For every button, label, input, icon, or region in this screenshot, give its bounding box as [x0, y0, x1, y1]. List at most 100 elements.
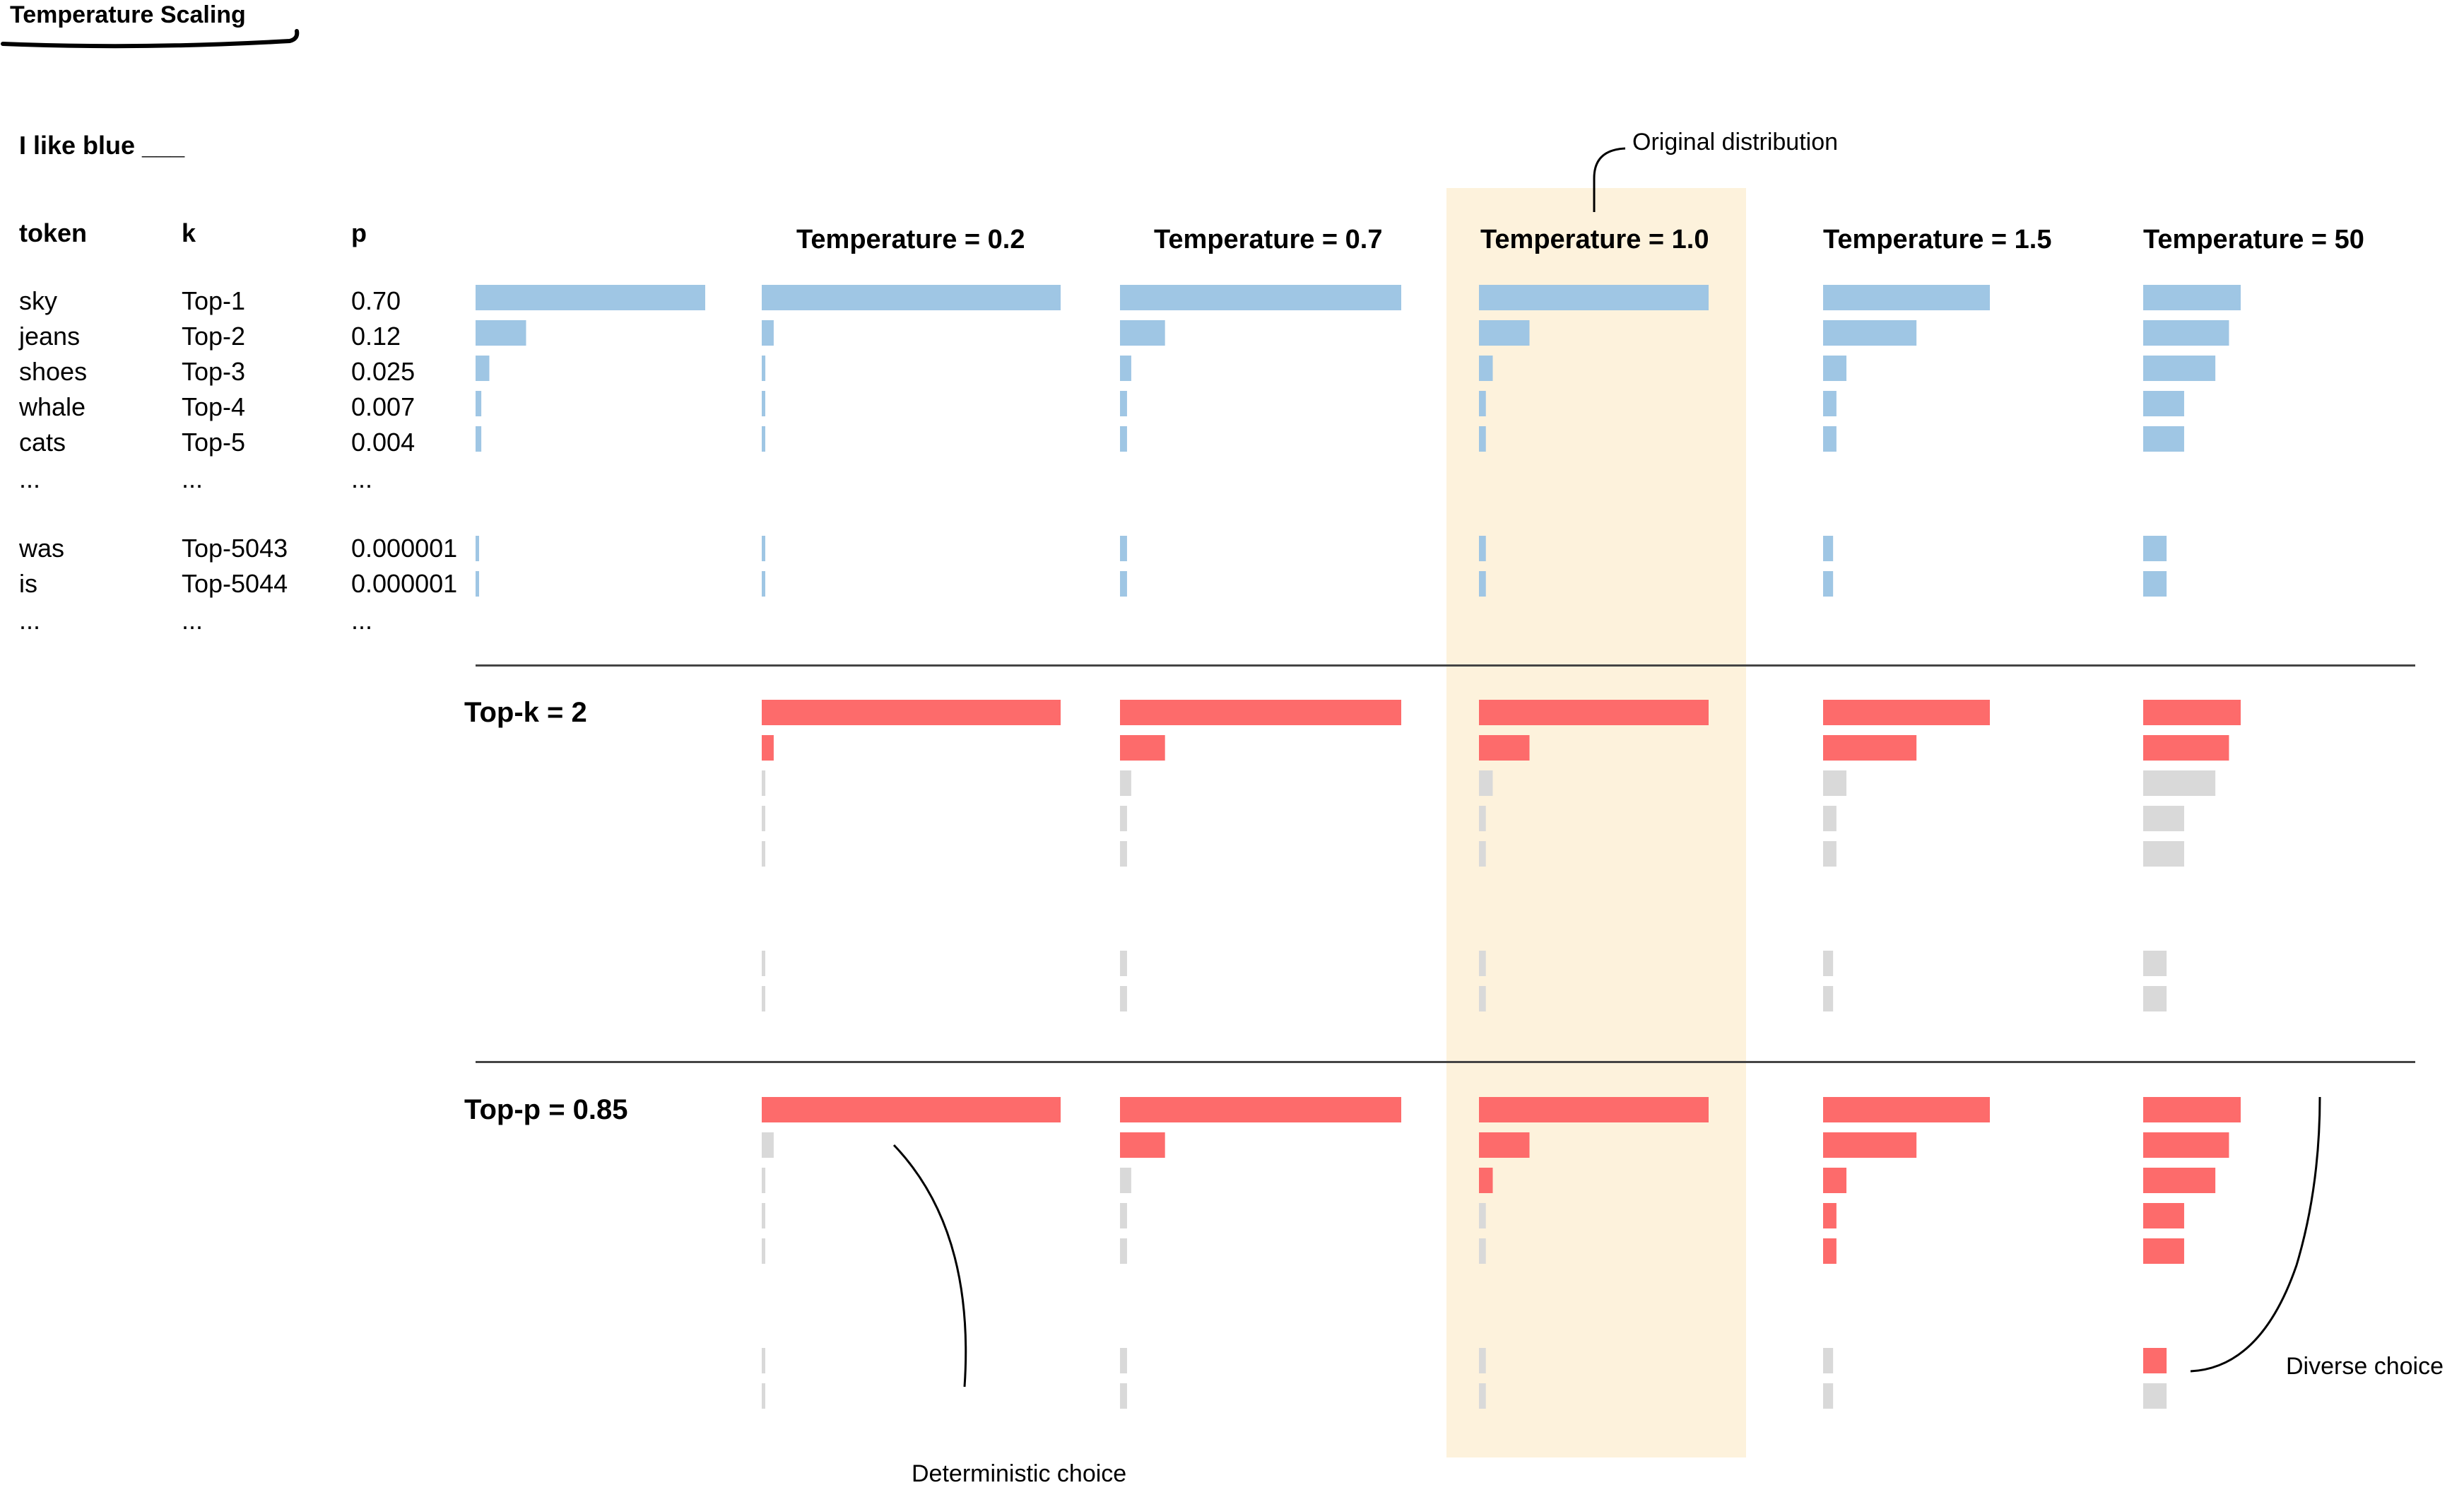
bar-topp-col3-row1 — [1479, 1132, 1530, 1158]
bar-topp-col1-row6 — [762, 1383, 765, 1409]
bar-topk-col1-row1 — [762, 735, 774, 761]
table-cell-token: ... — [19, 464, 41, 493]
bar-original-col3-row0 — [1479, 285, 1709, 310]
bar-original-col5-row1 — [2143, 320, 2229, 346]
section-label-top-k: Top-k = 2 — [464, 697, 587, 728]
bar-topk-col1-row5 — [762, 951, 765, 976]
original-callout-line — [1593, 147, 1626, 212]
table-cell-k: Top-3 — [182, 357, 246, 386]
bar-topp-col5-row0 — [2143, 1097, 2241, 1122]
table-cell-p: 0.004 — [351, 428, 415, 457]
bar-topk-col5-row4 — [2143, 841, 2184, 867]
table-cell-token: jeans — [19, 322, 81, 351]
bar-original-col3-row3 — [1479, 391, 1486, 416]
bar-topp-col1-row2 — [762, 1168, 766, 1193]
diverse-choice-label: Diverse choice — [2286, 1353, 2444, 1380]
bar-original-col0-row0 — [476, 285, 705, 310]
bar-topk-col1-row6 — [762, 986, 765, 1011]
bar-original-col4-row1 — [1823, 320, 1917, 346]
bar-topp-col5-row3 — [2143, 1203, 2184, 1228]
column-header-temp-1-5: Temperature = 1.5 — [1823, 225, 2052, 254]
bar-topk-col1-row0 — [762, 700, 1061, 725]
bar-topk-col2-row1 — [1120, 735, 1165, 761]
bar-topk-col3-row5 — [1479, 951, 1486, 976]
table-cell-k: Top-1 — [182, 286, 246, 315]
table-cell-p: 0.007 — [351, 392, 415, 421]
bar-original-col4-row0 — [1823, 285, 1990, 310]
bar-topk-col5-row1 — [2143, 735, 2229, 761]
bar-original-col3-row4 — [1479, 426, 1486, 452]
bar-topp-col4-row1 — [1823, 1132, 1917, 1158]
bar-topk-col3-row0 — [1479, 700, 1709, 725]
bar-topp-col1-row1 — [762, 1132, 774, 1158]
table-cell-p: 0.025 — [351, 357, 415, 386]
title-underline — [1, 29, 300, 49]
bar-original-col4-row4 — [1823, 426, 1837, 452]
table-cell-p: ... — [351, 606, 373, 635]
bar-topp-col3-row6 — [1479, 1383, 1486, 1409]
bar-topp-col2-row3 — [1120, 1203, 1127, 1228]
prompt-text: I like blue ___ — [19, 131, 185, 160]
bar-topk-col3-row4 — [1479, 841, 1486, 867]
bar-topp-col2-row0 — [1120, 1097, 1401, 1122]
bar-original-col4-row3 — [1823, 391, 1837, 416]
bar-original-col1-row0 — [762, 285, 1061, 310]
bar-topp-col2-row5 — [1120, 1348, 1127, 1373]
bar-topk-col4-row2 — [1823, 770, 1847, 796]
bars-group — [476, 285, 2241, 1409]
bar-original-col3-row6 — [1479, 571, 1486, 597]
section-divider-top-p — [476, 1061, 2415, 1063]
table-cell-k: Top-5043 — [182, 534, 288, 563]
diverse-callout-line — [2190, 1096, 2321, 1373]
bar-topk-col2-row3 — [1120, 806, 1127, 831]
bar-original-col2-row5 — [1120, 536, 1127, 561]
bar-original-col1-row5 — [762, 536, 765, 561]
bar-original-col2-row4 — [1120, 426, 1127, 452]
bar-topk-col4-row3 — [1823, 806, 1837, 831]
bar-topp-col4-row4 — [1823, 1238, 1837, 1264]
bar-topk-col3-row1 — [1479, 735, 1530, 761]
bar-topk-col3-row3 — [1479, 806, 1486, 831]
table-cell-token: ... — [19, 606, 41, 635]
bar-original-col1-row6 — [762, 571, 765, 597]
bar-topp-col5-row6 — [2143, 1383, 2167, 1409]
bar-original-col2-row2 — [1120, 356, 1131, 381]
table-cell-p: ... — [351, 464, 373, 493]
bar-topk-col5-row6 — [2143, 986, 2167, 1011]
table-cell-k: Top-2 — [182, 322, 246, 351]
bar-original-col1-row2 — [762, 356, 766, 381]
bar-topp-col2-row2 — [1120, 1168, 1131, 1193]
bar-topk-col3-row2 — [1479, 770, 1493, 796]
bar-topp-col5-row2 — [2143, 1168, 2216, 1193]
deterministic-choice-label: Deterministic choice — [912, 1460, 1127, 1487]
bar-original-col5-row4 — [2143, 426, 2184, 452]
bar-original-col5-row5 — [2143, 536, 2167, 561]
original-distribution-label: Original distribution — [1632, 129, 1839, 156]
table-cell-k: ... — [182, 464, 204, 493]
table-cell-token: is — [19, 569, 37, 598]
bar-topk-col2-row5 — [1120, 951, 1127, 976]
deterministic-callout-line — [892, 1144, 967, 1388]
section-divider-top-k — [476, 664, 2415, 667]
bar-topp-col4-row6 — [1823, 1383, 1834, 1409]
bar-topp-col3-row4 — [1479, 1238, 1486, 1264]
column-header-temp-50: Temperature = 50 — [2143, 225, 2364, 254]
column-header-temp-0-7: Temperature = 0.7 — [1154, 225, 1383, 254]
table-cell-k: Top-5044 — [182, 569, 288, 598]
bar-topk-col5-row0 — [2143, 700, 2241, 725]
bar-topk-col3-row6 — [1479, 986, 1486, 1011]
bar-original-col4-row5 — [1823, 536, 1834, 561]
table-cell-k: Top-4 — [182, 392, 246, 421]
bar-topp-col2-row6 — [1120, 1383, 1127, 1409]
bar-original-col2-row6 — [1120, 571, 1127, 597]
bar-topp-col2-row1 — [1120, 1132, 1165, 1158]
bar-topp-col4-row0 — [1823, 1097, 1990, 1122]
bar-topk-col2-row4 — [1120, 841, 1127, 867]
bar-topp-col5-row1 — [2143, 1132, 2229, 1158]
table-cell-token: sky — [19, 286, 57, 315]
column-header-temp-0-2: Temperature = 0.2 — [796, 225, 1025, 254]
bar-topk-col5-row3 — [2143, 806, 2184, 831]
bar-topp-col4-row5 — [1823, 1348, 1834, 1373]
bar-topk-col4-row5 — [1823, 951, 1834, 976]
bar-topp-col1-row0 — [762, 1097, 1061, 1122]
